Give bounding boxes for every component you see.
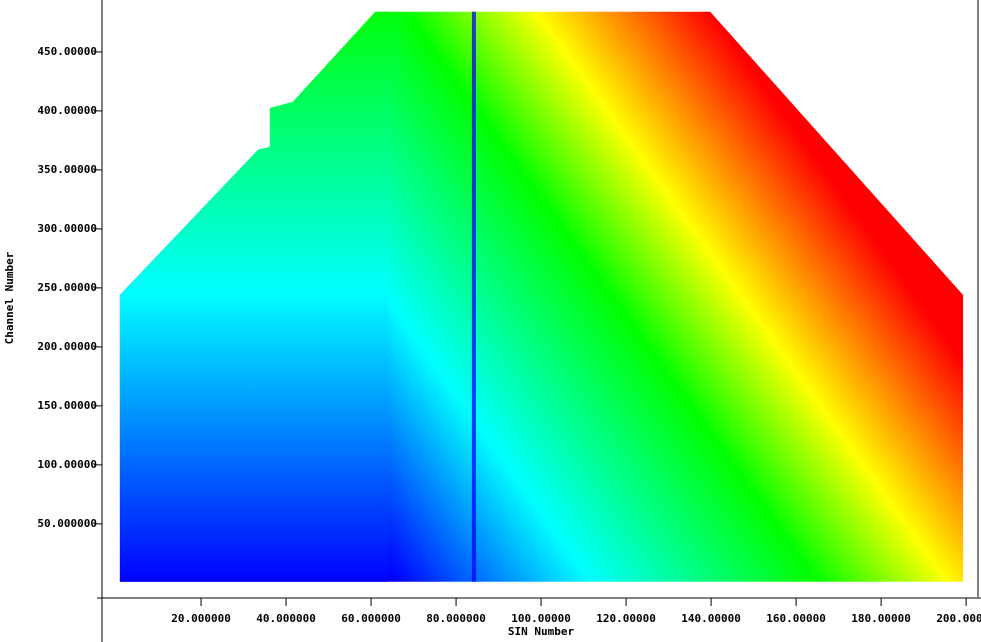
y-tick-label: 400.00000 [37, 104, 97, 117]
y-tick-label: 150.00000 [37, 399, 97, 412]
x-axis-label: SIN Number [508, 625, 575, 638]
left-block [119, 11, 388, 582]
x-tick-label: 20.000000 [171, 612, 231, 625]
x-tick-label: 100.00000 [511, 612, 571, 625]
x-tick-label: 140.00000 [681, 612, 741, 625]
x-tick-label: 120.00000 [596, 612, 656, 625]
y-tick-label: 300.00000 [37, 222, 97, 235]
y-tick-label: 50.000000 [37, 517, 97, 530]
x-tick-label: 40.000000 [256, 612, 316, 625]
y-tick-label: 450.00000 [37, 45, 97, 58]
y-axis-label: Channel Number [3, 251, 16, 344]
x-tick-label: 160.00000 [766, 612, 826, 625]
y-tick-label: 100.00000 [37, 458, 97, 471]
y-tick-label: 200.00000 [37, 340, 97, 353]
stripe [471, 11, 476, 582]
y-tick-label: 250.00000 [37, 281, 97, 294]
x-tick-label: 60.000000 [341, 612, 401, 625]
y-tick-label: 350.00000 [37, 163, 97, 176]
x-tick-label: 80.000000 [426, 612, 486, 625]
x-tick-label: 200.00000 [936, 612, 981, 625]
x-tick-label: 180.00000 [851, 612, 911, 625]
